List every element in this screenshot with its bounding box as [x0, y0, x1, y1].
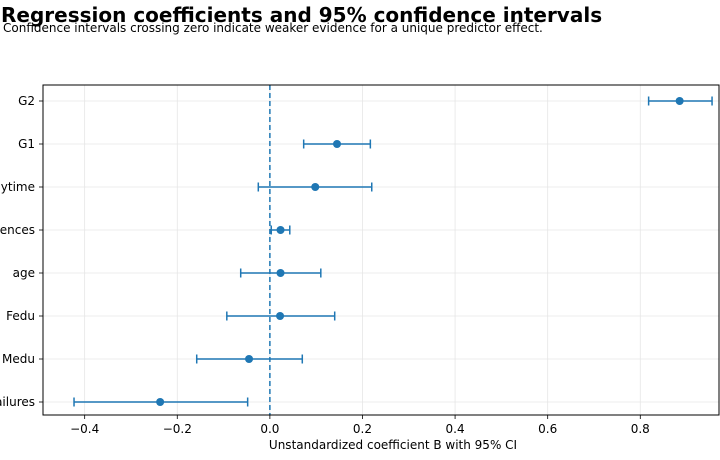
estimate-point-Medu [245, 355, 254, 363]
y-tick-label-age: age [13, 266, 35, 280]
estimate-point-G2 [675, 97, 684, 105]
estimate-point-Fedu [276, 312, 285, 320]
y-tick-label-G1: G1 [18, 137, 35, 151]
estimate-point-G1 [333, 140, 342, 148]
plot-frame [42, 84, 720, 416]
x-axis-label: Unstandardized coefficient B with 95% CI [269, 438, 517, 452]
x-tick-label: 0.8 [631, 422, 650, 436]
y-tick-label-G2: G2 [18, 94, 35, 108]
estimate-point-absences [276, 226, 285, 234]
x-tick-label: −0.4 [70, 422, 99, 436]
marks-layer [73, 96, 713, 407]
estimate-point-age [276, 269, 285, 277]
y-tick-label-Fedu: Fedu [6, 309, 35, 323]
grid-layer [43, 85, 719, 415]
y-tick-label-Medu: Medu [2, 352, 35, 366]
x-tick-label: −0.2 [163, 422, 192, 436]
x-tick-label: 0.6 [538, 422, 557, 436]
chart-title: Regression coefficients and 95% confiden… [1, 3, 603, 27]
x-tick-label: 0.2 [353, 422, 372, 436]
x-tick-label: 0.4 [446, 422, 465, 436]
y-tick-label-failures: failures [0, 395, 35, 409]
y-tick-label-absences: absences [0, 223, 35, 237]
chart-subtitle: Confidence intervals crossing zero indic… [3, 21, 543, 35]
y-tick-label-studytime: studytime [0, 180, 35, 194]
axes-layer: −0.4 −0.2 0.0 0.2 0.4 0.6 0.8 G2 G1 studytime abse… [0, 84, 720, 436]
estimate-point-failures [156, 398, 165, 406]
estimate-point-studytime [311, 183, 320, 191]
x-tick-label: 0.0 [260, 422, 279, 436]
